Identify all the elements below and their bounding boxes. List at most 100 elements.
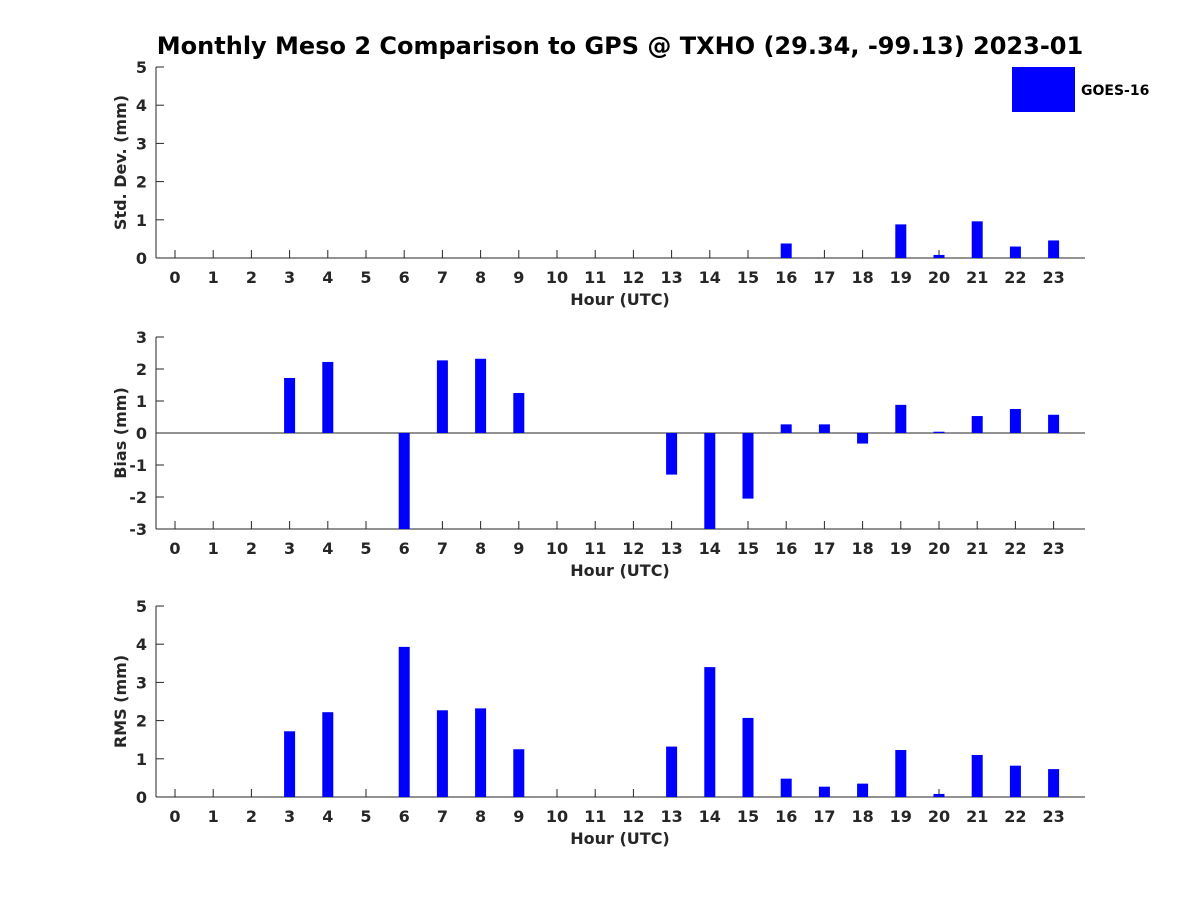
- x-tick-label: 20: [928, 807, 950, 826]
- bar-hour-8: [475, 708, 487, 797]
- bar-hour-21: [971, 754, 983, 797]
- x-tick-label: 18: [851, 807, 873, 826]
- bar-hour-22: [1009, 409, 1021, 433]
- x-tick-label: 23: [1042, 268, 1064, 287]
- x-tick-label: 7: [437, 807, 448, 826]
- x-tick-label: 5: [360, 539, 371, 558]
- y-axis-label: Std. Dev. (mm): [111, 95, 130, 230]
- x-tick-label: 21: [966, 539, 988, 558]
- x-tick-label: 6: [399, 539, 410, 558]
- x-tick-label: 20: [928, 268, 950, 287]
- x-tick-label: 6: [399, 807, 410, 826]
- bar-hour-4: [322, 361, 334, 433]
- y-tick-label: 1: [136, 750, 147, 769]
- x-tick-label: 17: [813, 807, 835, 826]
- bar-hour-20: [933, 254, 945, 258]
- x-tick-label: 3: [284, 807, 295, 826]
- x-tick-label: 4: [322, 268, 333, 287]
- x-tick-label: 16: [775, 268, 797, 287]
- x-tick-label: 12: [622, 807, 644, 826]
- x-tick-label: 8: [475, 268, 486, 287]
- bar-hour-15: [742, 717, 754, 797]
- x-tick-label: 4: [322, 539, 333, 558]
- bar-hour-19: [895, 404, 907, 433]
- x-tick-label: 9: [513, 539, 524, 558]
- y-tick-label: -2: [129, 488, 147, 507]
- y-tick-label: 0: [136, 788, 147, 807]
- x-tick-label: 17: [813, 539, 835, 558]
- bar-hour-20: [933, 793, 945, 797]
- y-tick-label: 0: [136, 424, 147, 443]
- x-tick-label: 10: [546, 268, 568, 287]
- x-tick-label: 2: [246, 268, 257, 287]
- x-tick-label: 14: [699, 539, 721, 558]
- x-tick-label: 1: [208, 539, 219, 558]
- y-tick-label: -3: [129, 520, 147, 539]
- y-tick-label: 5: [136, 58, 147, 77]
- bar-hour-13: [666, 746, 678, 797]
- bar-hour-7: [436, 360, 448, 433]
- y-tick-label: 5: [136, 597, 147, 616]
- y-tick-label: 0: [136, 249, 147, 268]
- bar-hour-17: [818, 424, 830, 433]
- bar-hour-14: [704, 433, 716, 529]
- x-tick-label: 6: [399, 268, 410, 287]
- x-tick-label: 13: [660, 268, 682, 287]
- x-axis-label: Hour (UTC): [570, 561, 670, 580]
- chart-title: Monthly Meso 2 Comparison to GPS @ TXHO …: [157, 32, 1083, 60]
- x-tick-label: 22: [1004, 268, 1026, 287]
- x-tick-label: 5: [360, 268, 371, 287]
- x-tick-label: 23: [1042, 807, 1064, 826]
- x-tick-label: 20: [928, 539, 950, 558]
- x-tick-label: 18: [851, 539, 873, 558]
- y-tick-label: 3: [136, 134, 147, 153]
- bar-hour-22: [1009, 765, 1021, 797]
- x-tick-label: 13: [660, 807, 682, 826]
- bar-hour-4: [322, 712, 334, 797]
- bar-hour-15: [742, 433, 754, 499]
- x-tick-label: 15: [737, 539, 759, 558]
- x-tick-label: 16: [775, 807, 797, 826]
- y-tick-label: 4: [136, 635, 147, 654]
- x-tick-label: 19: [890, 539, 912, 558]
- bar-hour-6: [398, 646, 410, 797]
- bar-hour-20: [933, 431, 945, 433]
- x-tick-label: 0: [169, 539, 180, 558]
- bar-hour-23: [1048, 769, 1060, 797]
- x-tick-label: 4: [322, 807, 333, 826]
- bar-hour-6: [398, 433, 410, 529]
- bar-hour-23: [1048, 240, 1060, 258]
- bar-hour-16: [780, 424, 792, 433]
- bar-hour-18: [857, 783, 869, 797]
- y-tick-label: 3: [136, 673, 147, 692]
- bar-hour-17: [818, 786, 830, 797]
- bar-hour-21: [971, 221, 983, 258]
- x-tick-label: 13: [660, 539, 682, 558]
- bar-hour-19: [895, 750, 907, 797]
- x-tick-label: 18: [851, 268, 873, 287]
- bar-hour-13: [666, 433, 678, 475]
- x-axis-label: Hour (UTC): [570, 829, 670, 848]
- x-tick-label: 17: [813, 268, 835, 287]
- x-tick-label: 16: [775, 539, 797, 558]
- legend-swatch-goes-16: [1012, 67, 1075, 112]
- x-tick-label: 10: [546, 807, 568, 826]
- bar-hour-7: [436, 710, 448, 797]
- x-tick-label: 14: [699, 807, 721, 826]
- x-tick-label: 21: [966, 268, 988, 287]
- y-tick-label: 3: [136, 328, 147, 347]
- x-tick-label: 3: [284, 268, 295, 287]
- bar-hour-9: [513, 749, 525, 797]
- y-tick-label: 1: [136, 211, 147, 230]
- bar-hour-3: [284, 731, 296, 797]
- x-tick-label: 7: [437, 268, 448, 287]
- bar-hour-19: [895, 224, 907, 258]
- x-tick-label: 19: [890, 807, 912, 826]
- bar-hour-22: [1009, 246, 1021, 258]
- y-tick-label: 2: [136, 712, 147, 731]
- x-tick-label: 1: [208, 807, 219, 826]
- x-tick-label: 22: [1004, 807, 1026, 826]
- x-tick-label: 7: [437, 539, 448, 558]
